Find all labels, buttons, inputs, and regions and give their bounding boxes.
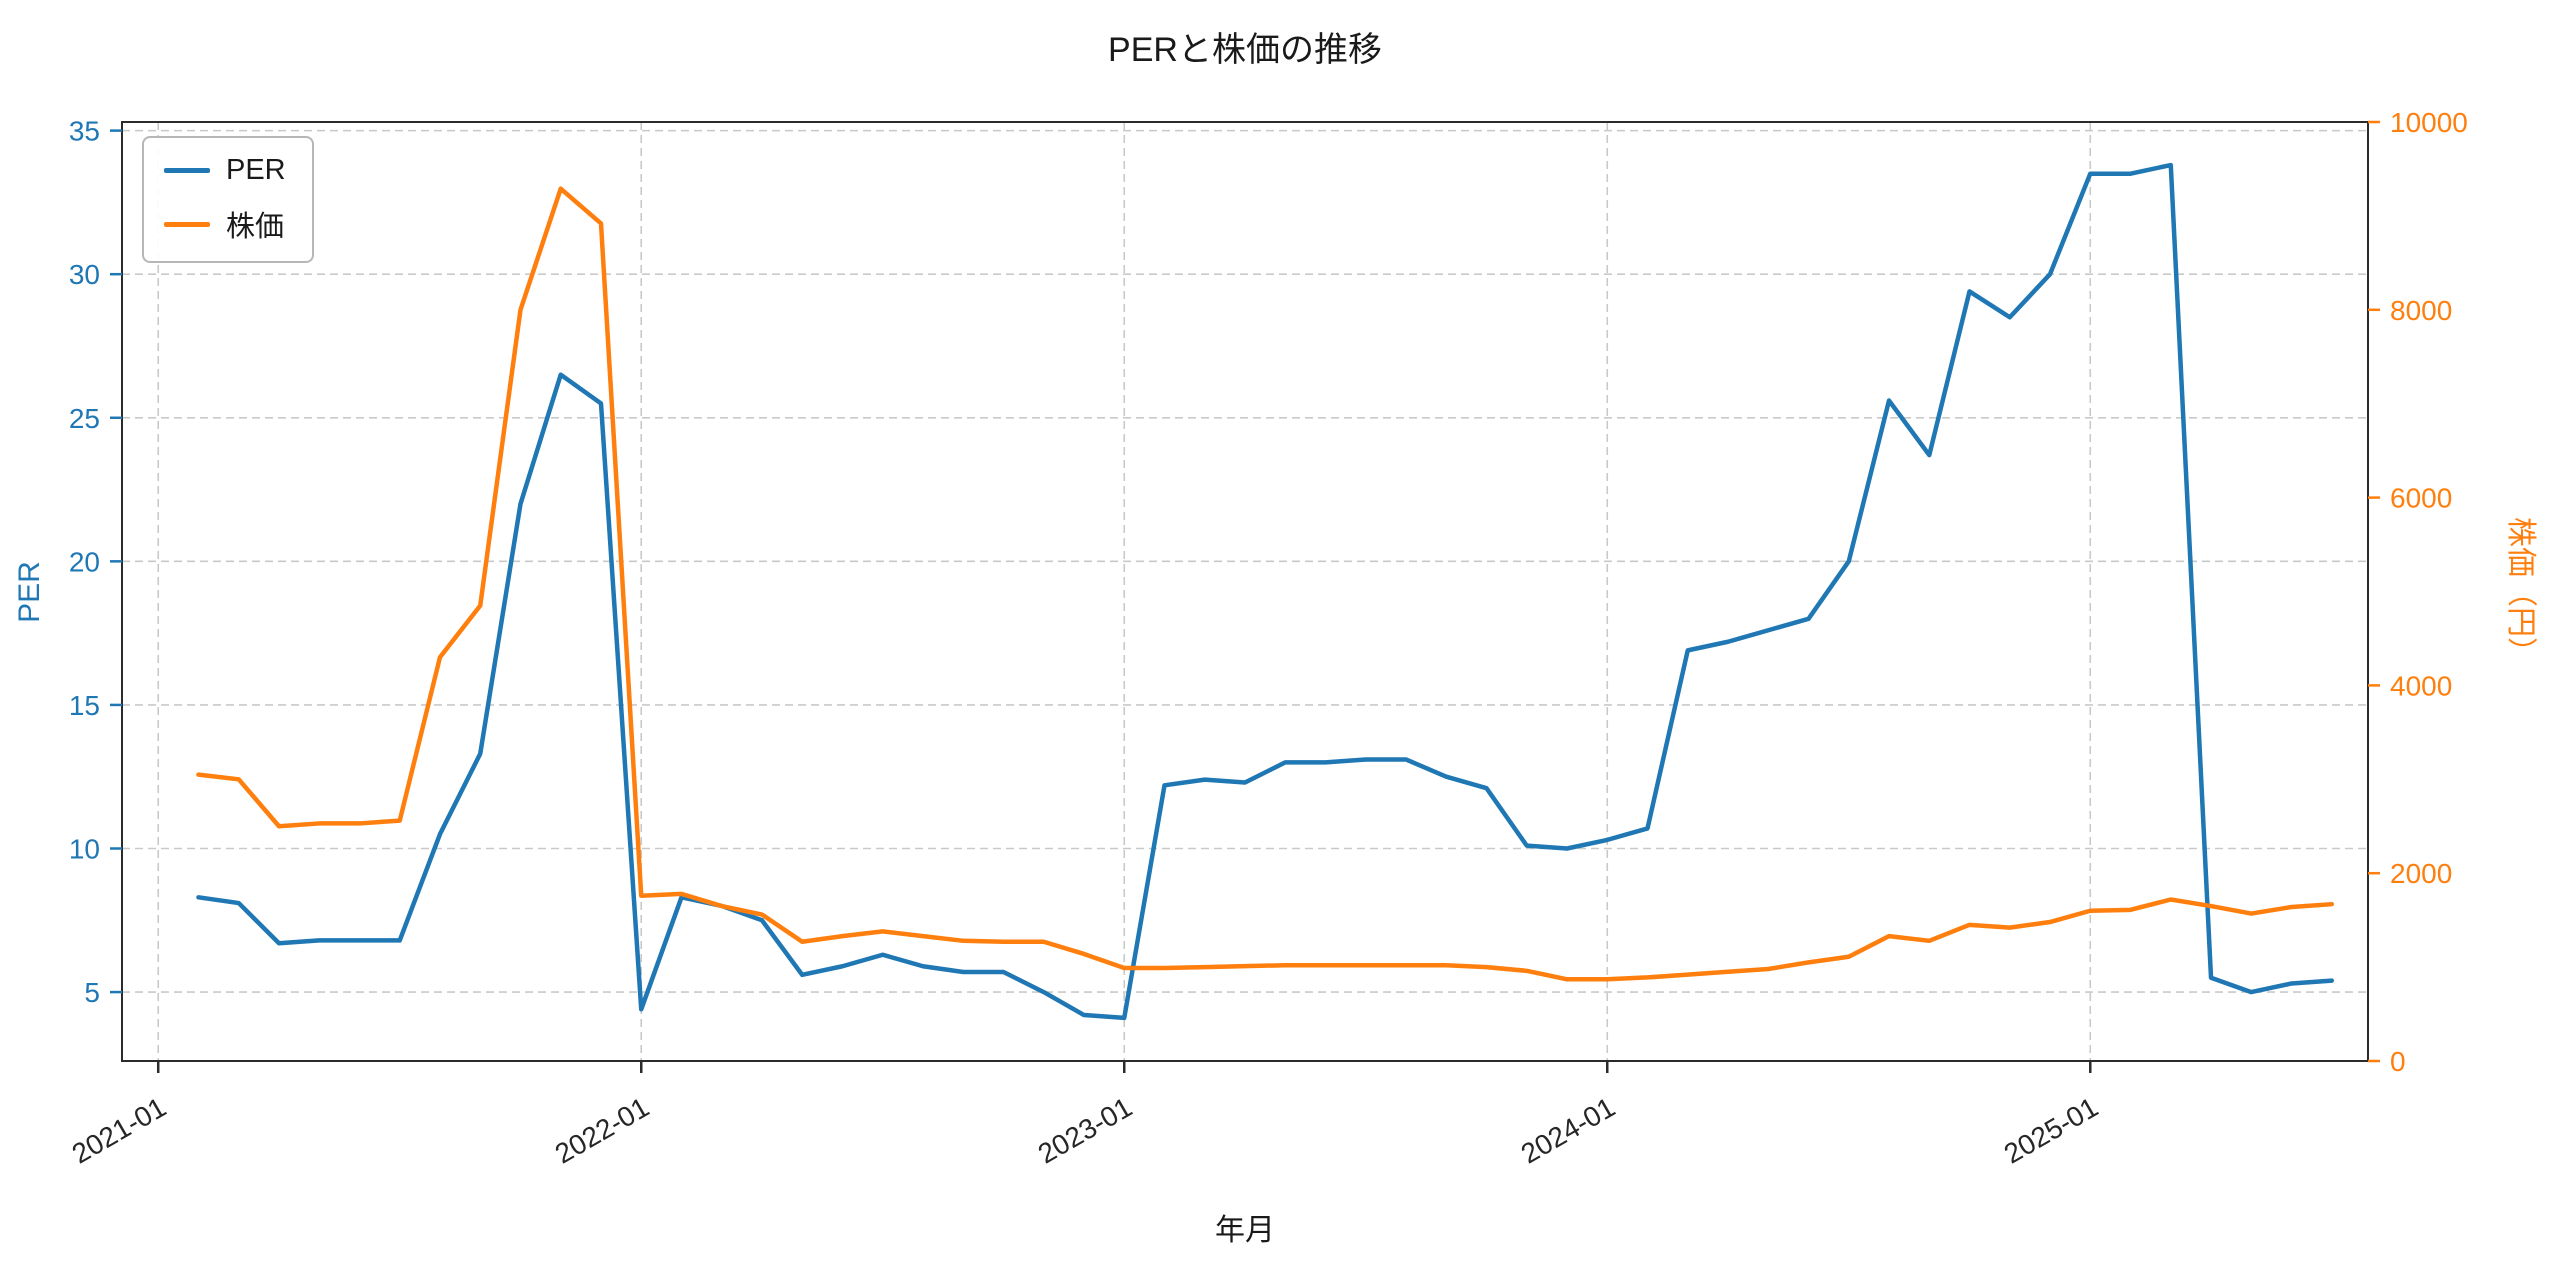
- svg-text:2021-01: 2021-01: [67, 1091, 171, 1169]
- legend-item-price: 株価: [164, 203, 286, 245]
- legend-item-per: PER: [164, 154, 286, 187]
- price-line-swatch: [164, 221, 210, 227]
- svg-text:35: 35: [69, 116, 100, 147]
- x-axis-ticks: 2021-01 2022-01 2023-01 2024-01 2025-01: [67, 1061, 2103, 1170]
- legend-label-per: PER: [226, 154, 286, 186]
- gridlines: [122, 122, 2368, 1061]
- y-axis-label-left: PER: [13, 561, 46, 623]
- y-axis-label-right: 株価（円）: [2504, 517, 2537, 667]
- svg-text:5: 5: [84, 977, 100, 1008]
- svg-text:10: 10: [69, 834, 100, 865]
- svg-text:25: 25: [69, 403, 100, 434]
- svg-text:10000: 10000: [2390, 107, 2468, 138]
- svg-text:15: 15: [69, 690, 100, 721]
- svg-text:0: 0: [2390, 1046, 2406, 1077]
- svg-text:8000: 8000: [2390, 295, 2452, 326]
- plot-frame: [121, 121, 2369, 1062]
- svg-text:2022-01: 2022-01: [550, 1091, 654, 1169]
- svg-text:6000: 6000: [2390, 483, 2452, 514]
- svg-text:30: 30: [69, 259, 100, 290]
- per-line-swatch: [164, 168, 210, 173]
- legend: PER 株価: [142, 136, 314, 263]
- svg-text:2000: 2000: [2390, 858, 2452, 889]
- svg-text:2025-01: 2025-01: [1999, 1091, 2103, 1169]
- svg-text:2024-01: 2024-01: [1516, 1091, 1620, 1169]
- left-axis-ticks: 5 10 15 20 25 30 35: [69, 116, 122, 1008]
- legend-label-price: 株価: [226, 211, 285, 243]
- svg-text:2023-01: 2023-01: [1033, 1091, 1137, 1169]
- per-line: [196, 162, 2335, 1021]
- right-axis-ticks: 0 2000 4000 6000 8000 10000: [2368, 107, 2468, 1077]
- x-axis-label: 年月: [1215, 1214, 1275, 1247]
- price-line: [196, 186, 2335, 982]
- chart-title: PERと株価の推移: [1108, 31, 1382, 69]
- svg-text:4000: 4000: [2390, 670, 2452, 701]
- svg-text:20: 20: [69, 546, 100, 577]
